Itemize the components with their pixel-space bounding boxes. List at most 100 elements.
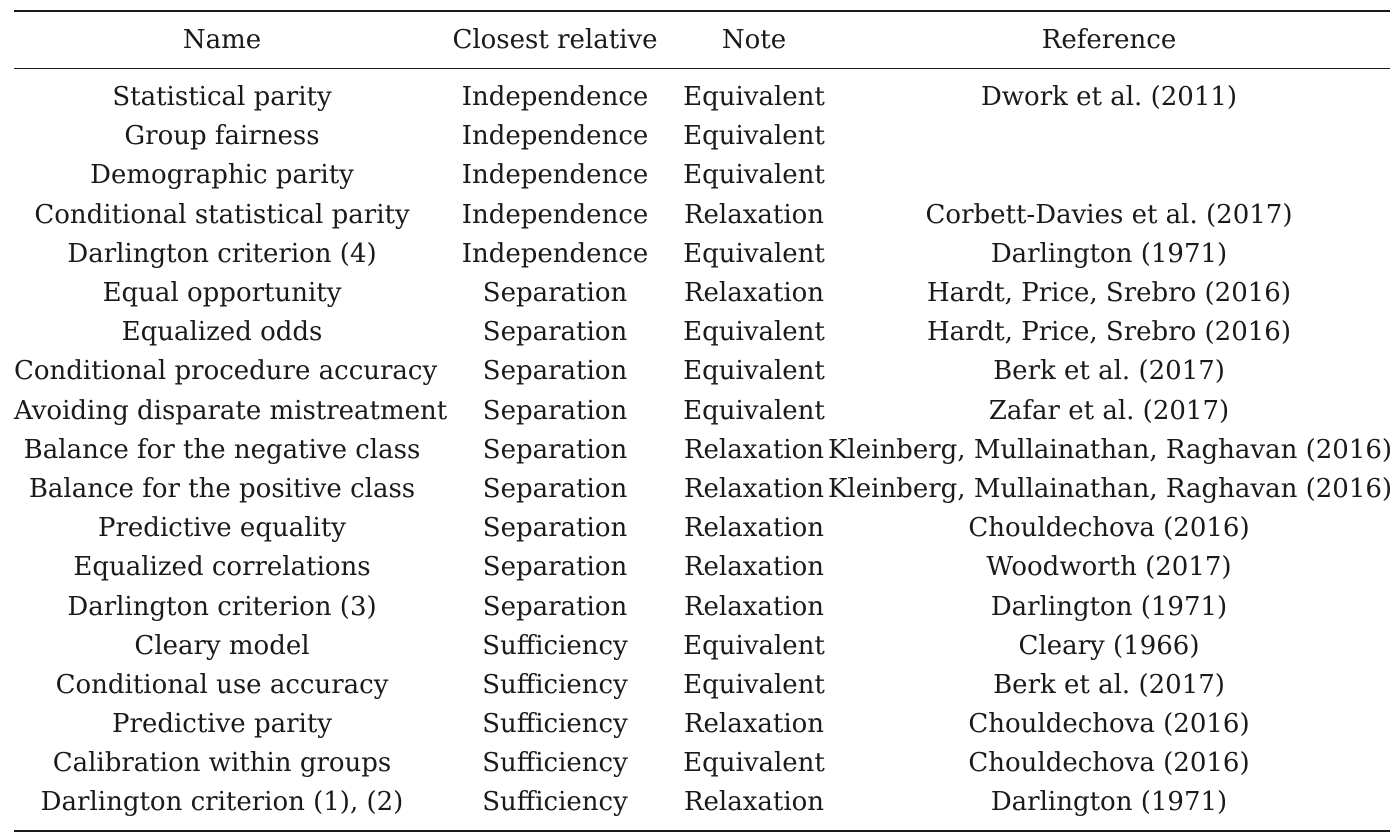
cell-note: Equivalent xyxy=(683,160,825,191)
table-body: Statistical parity Independence Equivalent… xyxy=(14,69,1393,831)
cell-closest-relative: Independence xyxy=(461,199,649,230)
table-row: Darlington criterion (1), (2) Sufficiency… xyxy=(14,783,1390,831)
cell-reference xyxy=(828,156,1390,195)
cell-name: Balance for the positive class xyxy=(28,473,416,504)
cell-reference: Hardt, Price, Srebro (2016) xyxy=(926,317,1291,348)
cell-name: Statistical parity xyxy=(112,82,332,113)
cell-closest-relative: Independence xyxy=(461,82,649,113)
table-row: Predictive equality Separation Relaxation C… xyxy=(14,509,1390,548)
cell-name: Equalized correlations xyxy=(73,552,371,583)
table-row: Equalized odds Separation Equivalent Hardt,… xyxy=(14,313,1390,352)
cell-reference: Darlington (1971) xyxy=(990,787,1228,818)
cell-reference: Darlington (1971) xyxy=(990,238,1228,269)
table-row: Conditional procedure accuracy Separation… xyxy=(14,352,1390,391)
cell-note: Equivalent xyxy=(683,395,825,426)
cell-closest-relative: Sufficiency xyxy=(482,669,628,700)
cell-note: Equivalent xyxy=(683,238,825,269)
cell-reference: Chouldechova (2016) xyxy=(968,513,1250,544)
cell-name: Cleary model xyxy=(134,630,310,661)
cell-note: Relaxation xyxy=(683,591,825,622)
fairness-criteria-table: Name Closest relative Note Reference Sta… xyxy=(14,10,1393,832)
cell-name: Equalized odds xyxy=(121,317,323,348)
cell-closest-relative: Separation xyxy=(482,317,628,348)
table-row: Predictive parity Sufficiency Relaxation Ch… xyxy=(14,705,1390,744)
cell-closest-relative: Independence xyxy=(461,160,649,191)
cell-closest-relative: Separation xyxy=(482,591,628,622)
cell-note: Relaxation xyxy=(683,473,825,504)
table-row: Conditional use accuracy Sufficiency Equiv… xyxy=(14,666,1390,705)
table-row: Cleary model Sufficiency Equivalent Cleary … xyxy=(14,627,1390,666)
table-row: Conditional statistical parity Independen… xyxy=(14,196,1390,235)
cell-note: Equivalent xyxy=(683,317,825,348)
table-row: Avoiding disparate mistreatment Separatio… xyxy=(14,392,1390,431)
cell-name: Avoiding disparate mistreatment xyxy=(14,395,448,426)
header-name: Name xyxy=(182,25,262,55)
cell-closest-relative: Separation xyxy=(482,278,628,309)
cell-note: Equivalent xyxy=(683,356,825,387)
cell-note: Relaxation xyxy=(683,199,825,230)
table-row: Group fairness Independence Equivalent xyxy=(14,117,1390,156)
cell-note: Equivalent xyxy=(683,630,825,661)
cell-closest-relative: Separation xyxy=(482,473,628,504)
cell-note: Relaxation xyxy=(683,552,825,583)
cell-reference xyxy=(828,117,1390,156)
cell-name: Predictive equality xyxy=(98,513,346,544)
cell-closest-relative: Sufficiency xyxy=(482,748,628,779)
cell-reference: Berk et al. (2017) xyxy=(993,356,1225,387)
cell-reference: Zafar et al. (2017) xyxy=(988,395,1230,426)
table-row: Statistical parity Independence Equivalent… xyxy=(14,69,1390,118)
table-row: Demographic parity Independence Equivalent xyxy=(14,156,1390,195)
cell-reference: Dwork et al. (2011) xyxy=(980,82,1238,113)
cell-reference: Berk et al. (2017) xyxy=(993,669,1225,700)
table-row: Calibration within groups Sufficiency Equi… xyxy=(14,744,1390,783)
cell-closest-relative: Separation xyxy=(482,356,628,387)
cell-note: Relaxation xyxy=(683,434,825,465)
cell-name: Predictive parity xyxy=(112,709,332,740)
cell-reference: Cleary (1966) xyxy=(1018,630,1200,661)
cell-closest-relative: Independence xyxy=(461,238,649,269)
cell-reference: Darlington (1971) xyxy=(990,591,1228,622)
cell-name: Demographic parity xyxy=(90,160,354,191)
cell-name: Darlington criterion (4) xyxy=(67,238,377,269)
cell-name: Conditional use accuracy xyxy=(55,669,389,700)
table-row: Darlington criterion (4) Independence Equi… xyxy=(14,235,1390,274)
cell-name: Equal opportunity xyxy=(102,278,342,309)
cell-name: Calibration within groups xyxy=(52,748,392,779)
header-note: Note xyxy=(721,25,787,55)
header-reference: Reference xyxy=(1041,25,1177,55)
fairness-criteria-table-container: Name Closest relative Note Reference Sta… xyxy=(14,10,1393,832)
cell-reference: Kleinberg, Mullainathan, Raghavan (2016) xyxy=(828,434,1393,465)
cell-note: Relaxation xyxy=(683,513,825,544)
cell-closest-relative: Separation xyxy=(482,395,628,426)
cell-reference: Corbett-Davies et al. (2017) xyxy=(925,199,1293,230)
cell-name: Balance for the negative class xyxy=(23,434,421,465)
cell-note: Relaxation xyxy=(683,787,825,818)
cell-name: Group fairness xyxy=(124,121,320,152)
table-row: Balance for the positive class Separation… xyxy=(14,470,1393,509)
cell-name: Conditional statistical parity xyxy=(34,199,410,230)
cell-closest-relative: Sufficiency xyxy=(482,787,628,818)
cell-reference: Kleinberg, Mullainathan, Raghavan (2016) xyxy=(828,473,1393,504)
cell-note: Relaxation xyxy=(683,709,825,740)
header-closest-relative: Closest relative xyxy=(452,25,658,55)
cell-note: Equivalent xyxy=(683,121,825,152)
cell-closest-relative: Separation xyxy=(482,552,628,583)
table-row: Balance for the negative class Separation… xyxy=(14,431,1393,470)
cell-reference: Woodworth (2017) xyxy=(986,552,1232,583)
table-row: Equalized correlations Separation Relaxati… xyxy=(14,548,1390,587)
cell-reference: Hardt, Price, Srebro (2016) xyxy=(926,278,1291,309)
cell-closest-relative: Separation xyxy=(482,434,628,465)
cell-closest-relative: Sufficiency xyxy=(482,630,628,661)
table-header: Name Closest relative Note Reference xyxy=(14,11,1390,69)
cell-closest-relative: Separation xyxy=(482,513,628,544)
cell-reference: Chouldechova (2016) xyxy=(968,748,1250,779)
cell-name: Conditional procedure accuracy xyxy=(14,356,438,387)
cell-reference: Chouldechova (2016) xyxy=(968,709,1250,740)
cell-note: Equivalent xyxy=(683,82,825,113)
cell-name: Darlington criterion (3) xyxy=(67,591,377,622)
header-row: Name Closest relative Note Reference xyxy=(14,11,1390,69)
cell-closest-relative: Independence xyxy=(461,121,649,152)
table-row: Darlington criterion (3) Separation Relaxa… xyxy=(14,587,1390,626)
cell-name: Darlington criterion (1), (2) xyxy=(40,787,404,818)
cell-closest-relative: Sufficiency xyxy=(482,709,628,740)
